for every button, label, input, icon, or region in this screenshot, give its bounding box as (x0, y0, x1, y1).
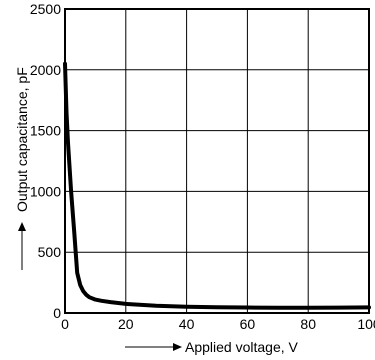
y-axis-label: Output capacitance, pF (14, 67, 30, 212)
plot-frame (64, 8, 370, 314)
x-tick-labels: 0 20 40 60 80 100 (61, 316, 375, 332)
x-tick-label: 20 (118, 316, 134, 332)
y-tick-label: 0 (53, 305, 61, 321)
y-tick-label: 1500 (30, 123, 61, 139)
x-tick-label: 100 (357, 316, 375, 332)
x-axis-label: Applied voltage, V (185, 339, 299, 355)
x-axis-label-group: Applied voltage, V (125, 339, 299, 355)
y-tick-label: 500 (38, 244, 62, 260)
y-axis-arrow-head (18, 222, 26, 231)
y-tick-label: 2500 (30, 1, 61, 17)
y-tick-label: 1000 (30, 183, 61, 199)
x-axis-arrow-head (173, 343, 182, 351)
x-tick-label: 60 (240, 316, 256, 332)
y-tick-label: 2000 (30, 62, 61, 78)
y-axis-label-group: Output capacitance, pF (14, 67, 30, 270)
x-tick-label: 80 (300, 316, 316, 332)
x-tick-label: 0 (61, 316, 69, 332)
y-tick-labels: 0 500 1000 1500 2000 2500 (30, 1, 61, 321)
capacitance-curve (63, 61, 371, 310)
x-tick-label: 40 (179, 316, 195, 332)
grid-lines (64, 8, 370, 314)
